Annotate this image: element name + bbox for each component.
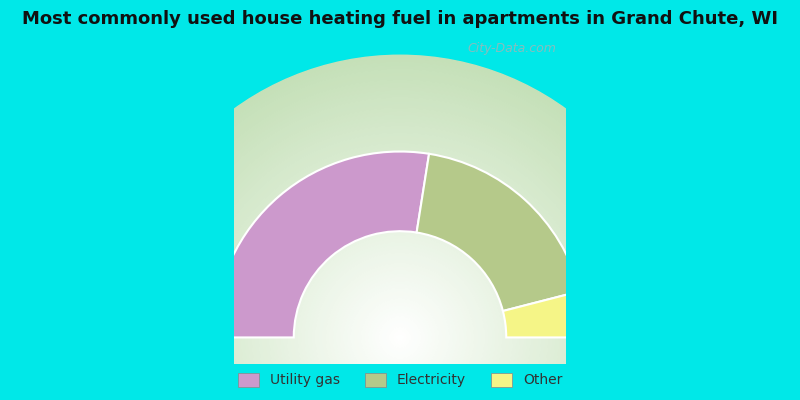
Circle shape xyxy=(210,147,590,400)
Circle shape xyxy=(302,239,498,400)
Circle shape xyxy=(195,133,605,400)
Circle shape xyxy=(273,210,527,400)
Circle shape xyxy=(308,246,492,400)
Circle shape xyxy=(294,232,506,400)
Circle shape xyxy=(139,76,661,400)
Circle shape xyxy=(206,144,594,400)
Circle shape xyxy=(277,214,523,400)
Circle shape xyxy=(164,101,636,400)
Circle shape xyxy=(259,196,541,400)
Circle shape xyxy=(280,218,520,400)
Circle shape xyxy=(234,172,566,400)
Circle shape xyxy=(361,299,439,376)
Circle shape xyxy=(319,256,481,400)
Circle shape xyxy=(382,320,418,355)
Circle shape xyxy=(252,189,548,400)
Circle shape xyxy=(358,295,442,380)
Circle shape xyxy=(266,203,534,400)
Wedge shape xyxy=(214,152,429,338)
Circle shape xyxy=(192,129,608,400)
Circle shape xyxy=(135,73,665,400)
Circle shape xyxy=(326,263,474,400)
Circle shape xyxy=(128,66,672,400)
Circle shape xyxy=(255,193,545,400)
Circle shape xyxy=(146,84,654,400)
Circle shape xyxy=(305,242,495,400)
Circle shape xyxy=(248,186,552,400)
Circle shape xyxy=(283,221,517,400)
Circle shape xyxy=(298,235,502,400)
Circle shape xyxy=(170,108,630,400)
Circle shape xyxy=(245,182,555,400)
Circle shape xyxy=(386,323,414,352)
Circle shape xyxy=(217,154,583,400)
Circle shape xyxy=(397,334,403,341)
Circle shape xyxy=(157,94,643,400)
Circle shape xyxy=(182,119,618,400)
Circle shape xyxy=(330,267,470,400)
Circle shape xyxy=(153,90,647,400)
Circle shape xyxy=(354,292,446,383)
Circle shape xyxy=(132,69,668,400)
Circle shape xyxy=(270,207,530,400)
Circle shape xyxy=(227,164,573,400)
Circle shape xyxy=(160,98,640,400)
Circle shape xyxy=(287,224,513,400)
Circle shape xyxy=(118,55,682,400)
Circle shape xyxy=(347,284,453,390)
Legend: Utility gas, Electricity, Other: Utility gas, Electricity, Other xyxy=(232,367,568,393)
Circle shape xyxy=(188,126,612,400)
Wedge shape xyxy=(417,154,580,311)
Circle shape xyxy=(315,253,485,400)
Circle shape xyxy=(312,249,488,400)
Circle shape xyxy=(213,150,587,400)
Circle shape xyxy=(337,274,463,400)
Circle shape xyxy=(390,327,410,348)
Circle shape xyxy=(372,309,428,366)
Circle shape xyxy=(174,112,626,400)
Circle shape xyxy=(178,115,622,400)
Circle shape xyxy=(350,288,450,387)
Wedge shape xyxy=(503,291,586,338)
Circle shape xyxy=(230,168,570,400)
Circle shape xyxy=(375,313,425,362)
Circle shape xyxy=(262,200,538,400)
Text: Most commonly used house heating fuel in apartments in Grand Chute, WI: Most commonly used house heating fuel in… xyxy=(22,10,778,28)
Circle shape xyxy=(340,278,460,398)
Circle shape xyxy=(202,140,598,400)
Circle shape xyxy=(238,175,562,400)
Circle shape xyxy=(199,136,601,400)
Circle shape xyxy=(242,179,558,400)
Circle shape xyxy=(365,302,435,373)
Circle shape xyxy=(290,228,510,400)
Circle shape xyxy=(220,158,580,400)
Circle shape xyxy=(125,62,675,400)
Circle shape xyxy=(333,270,467,400)
Circle shape xyxy=(322,260,478,400)
Circle shape xyxy=(379,316,421,359)
Circle shape xyxy=(142,80,658,400)
Circle shape xyxy=(167,105,633,400)
Circle shape xyxy=(122,59,678,400)
Circle shape xyxy=(185,122,615,400)
Text: City-Data.com: City-Data.com xyxy=(467,42,556,55)
Circle shape xyxy=(343,281,457,394)
Circle shape xyxy=(393,330,407,344)
Circle shape xyxy=(150,87,650,400)
Circle shape xyxy=(224,161,576,400)
Circle shape xyxy=(368,306,432,369)
